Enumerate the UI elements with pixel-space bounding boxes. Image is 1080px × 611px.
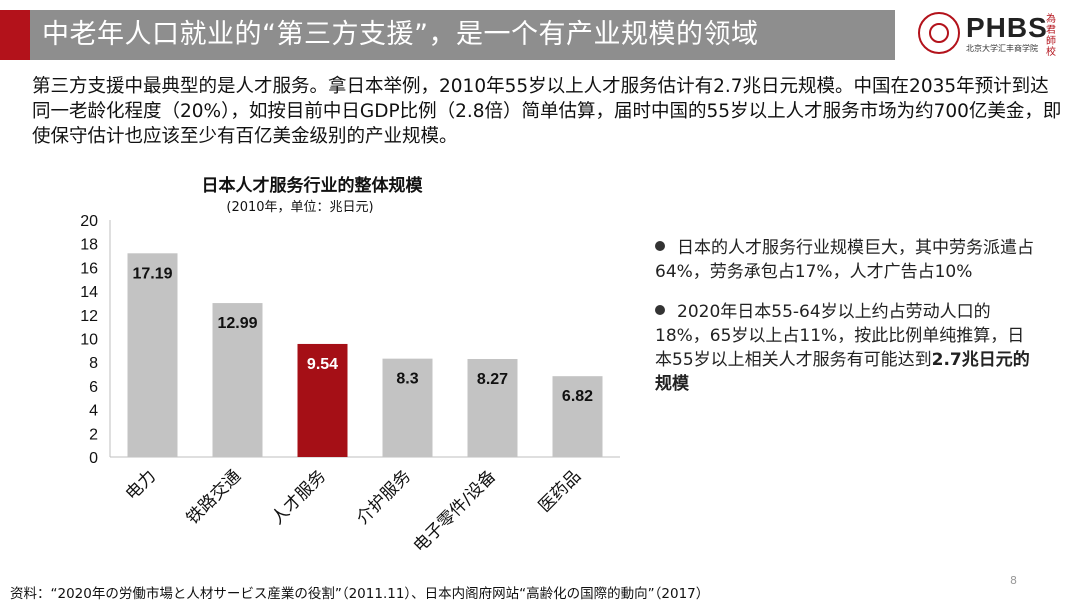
logo-wordmark: PHBS <box>966 12 1048 43</box>
y-tick-label: 10 <box>80 332 98 349</box>
chart-svg: 日本人才服务行业的整体规模 (2010年，单位：兆日元) 0 2 4 6 8 10 12 14 16… <box>80 175 620 557</box>
phbs-logo: PHBS 北京大学汇丰商学院 為君師校 <box>918 12 1068 58</box>
y-tick-label: 6 <box>89 379 98 396</box>
y-tick-label: 2 <box>89 426 98 443</box>
bullet-dot-icon <box>655 305 665 315</box>
bar-chart: 日本人才服务行业的整体规模 (2010年，单位：兆日元) 0 2 4 6 8 10 12 14 16… <box>40 160 640 578</box>
intro-paragraph: 第三方支援中最典型的是人才服务。拿日本举例，2010年55岁以上人才服务估计有2… <box>32 76 1062 147</box>
chart-subtitle: (2010年，单位：兆日元) <box>226 200 373 215</box>
x-tick-label: 铁路交通 <box>183 466 245 528</box>
x-tick-label: 电力 <box>122 466 160 504</box>
bar <box>297 343 348 457</box>
y-tick-label: 4 <box>89 403 98 420</box>
data-label: 17.19 <box>132 265 172 282</box>
y-tick-label: 12 <box>80 308 98 325</box>
logo-subtext: 北京大学汇丰商学院 <box>966 44 1038 53</box>
chart-title: 日本人才服务行业的整体规模 <box>202 175 424 196</box>
bullet-emphasis: 2.7兆日元的规模 <box>655 350 1030 394</box>
bullet-dot-icon <box>655 241 665 251</box>
data-label: 6.82 <box>562 388 593 405</box>
y-tick-label: 0 <box>89 450 98 467</box>
bar <box>467 359 518 457</box>
bullet-item: 2020年日本55-64岁以上约占劳动人口的18%，65岁以上占11%，按此比例… <box>655 300 1040 396</box>
bar <box>127 253 178 457</box>
data-label: 9.54 <box>307 356 338 373</box>
page-number: 8 <box>1010 574 1017 587</box>
slide-title: 中老年人口就业的“第三方支援”，是一个有产业规模的领域 <box>42 19 759 50</box>
title-accent-bar <box>0 10 30 60</box>
logo-calligraphy: 為君師校 <box>1046 14 1056 58</box>
bar <box>552 376 603 457</box>
y-tick-label: 18 <box>80 237 98 254</box>
bullet-text: 2020年日本55-64岁以上约占劳动人口的18%，65岁以上占11%，按此比例… <box>655 302 1025 370</box>
data-label: 8.27 <box>477 371 508 388</box>
data-label: 12.99 <box>217 315 257 332</box>
x-tick-label: 介护服务 <box>353 466 415 528</box>
bullet-item: 日本的人才服务行业规模巨大，其中劳务派遣占64%，劳务承包占17%，人才广告占1… <box>655 236 1040 284</box>
data-label: 8.3 <box>396 371 418 388</box>
source-note: 资料：“2020年の労働市場と人材サービス産業の役割”（2011.11）、日本内… <box>10 586 710 602</box>
y-tick-label: 16 <box>80 260 98 277</box>
x-tick-label: 医药品 <box>535 466 585 516</box>
university-seal-icon <box>918 12 960 54</box>
y-tick-label: 8 <box>89 355 98 372</box>
slide-header: 中老年人口就业的“第三方支援”，是一个有产业规模的领域 PHBS 北京大学汇丰商… <box>0 0 1080 66</box>
y-tick-label: 20 <box>80 213 98 230</box>
x-tick-label: 人才服务 <box>268 466 330 528</box>
title-band <box>0 10 895 60</box>
bullet-text: 日本的人才服务行业规模巨大，其中劳务派遣占64%，劳务承包占17%，人才广告占1… <box>655 238 1034 282</box>
bar <box>382 358 433 457</box>
y-tick-label: 14 <box>80 284 98 301</box>
bullet-list: 日本的人才服务行业规模巨大，其中劳务派遣占64%，劳务承包占17%，人才广告占1… <box>655 236 1040 412</box>
bar <box>212 303 263 457</box>
x-tick-label: 电子零件/设备 <box>410 466 500 556</box>
